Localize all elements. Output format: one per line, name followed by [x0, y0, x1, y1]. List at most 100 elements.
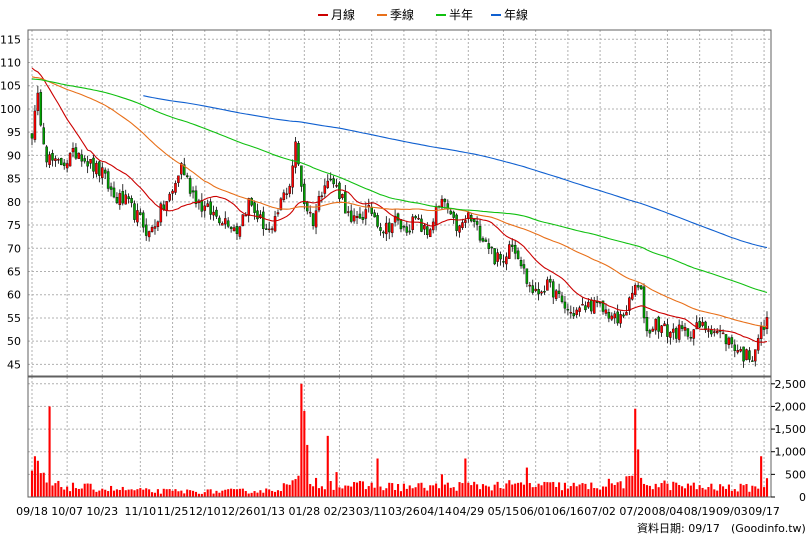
candle-body: [631, 292, 634, 300]
volume-bar: [692, 482, 695, 497]
volume-bar: [83, 483, 86, 497]
volume-bar: [379, 486, 382, 497]
volume-bar: [361, 481, 364, 497]
candle-body: [625, 312, 628, 316]
candle-body: [727, 337, 731, 346]
candle-body: [707, 330, 710, 332]
volume-bar: [145, 488, 148, 497]
volume-bar: [89, 483, 92, 497]
volume-bar: [391, 483, 394, 497]
price-tick-label: 65: [7, 266, 21, 279]
volume-bar: [493, 484, 496, 497]
price-tick-label: 70: [7, 242, 21, 255]
candle-body: [282, 192, 286, 200]
volume-bar: [628, 475, 631, 497]
volume-bar: [194, 491, 198, 497]
volume-bar: [396, 484, 400, 497]
volume-bar: [754, 486, 757, 497]
volume-bar: [552, 481, 555, 497]
candle-body: [420, 218, 423, 232]
candle-body: [153, 226, 157, 229]
price-tick-label: 45: [7, 358, 21, 371]
candle-body: [256, 210, 259, 220]
candle-body: [276, 212, 280, 215]
candle-body: [510, 244, 514, 247]
volume-bar: [619, 481, 622, 497]
volume-bar: [733, 489, 736, 497]
volume-bar: [467, 482, 470, 497]
candle-body: [218, 217, 221, 224]
candle-body: [396, 213, 400, 221]
candle-body: [478, 225, 482, 241]
date-tick-label: 05/15: [488, 505, 520, 518]
candle-body: [613, 313, 616, 319]
volume-bar: [405, 488, 408, 497]
volume-bar: [71, 482, 75, 497]
volume-bar: [189, 490, 192, 497]
candle-body: [329, 178, 332, 181]
volume-bar: [30, 470, 34, 497]
candle-body: [560, 295, 564, 303]
candle-body: [481, 238, 485, 242]
volume-bar: [148, 489, 151, 497]
date-tick-label: 10/23: [86, 505, 118, 518]
candle-body: [546, 279, 549, 291]
volume-bar: [722, 486, 725, 497]
volume-bar: [625, 476, 628, 497]
candle-body: [308, 211, 312, 214]
candle-body: [177, 175, 180, 183]
volume-bar: [473, 481, 476, 497]
volume-bar: [751, 485, 754, 497]
candle-body: [428, 229, 432, 238]
candle-body: [393, 215, 397, 223]
candle-body: [528, 284, 532, 287]
volume-bar: [420, 482, 423, 497]
candle-body: [168, 193, 171, 201]
volume-bar: [385, 488, 388, 497]
volume-panel-frame: [27, 376, 772, 498]
volume-bar: [417, 483, 420, 497]
volume-bar: [476, 484, 479, 497]
volume-bar: [74, 488, 77, 497]
volume-bar: [303, 410, 306, 497]
candle-body: [674, 327, 678, 339]
volume-bar: [279, 491, 282, 497]
volume-bar: [657, 487, 660, 497]
volume-bar: [429, 485, 432, 497]
candle-body: [472, 219, 476, 222]
volume-bar: [698, 485, 701, 497]
volume-bar: [60, 487, 63, 497]
candle-body: [68, 153, 72, 167]
candle-body: [165, 201, 168, 211]
volume-bar: [159, 493, 162, 497]
volume-bar: [168, 489, 171, 497]
volume-bar: [171, 490, 174, 497]
candle-body: [522, 264, 526, 269]
ma-quarter-line: [31, 76, 768, 328]
volume-bar: [546, 482, 549, 497]
source-credit: (Goodinfo.tw): [731, 522, 806, 535]
volume-bar: [244, 491, 247, 497]
candle-body: [534, 288, 537, 291]
candle-body: [636, 285, 640, 288]
volume-bar: [730, 490, 733, 497]
candle-body: [291, 165, 294, 188]
date-tick-label: 06/16: [552, 505, 584, 518]
candle-body: [370, 207, 373, 214]
candle-body: [250, 197, 253, 206]
candle-body: [65, 163, 69, 169]
candle-body: [657, 316, 660, 332]
candle-body: [505, 256, 508, 265]
volume-bar: [306, 444, 309, 497]
volume-bar: [443, 484, 446, 497]
volume-bar: [247, 493, 250, 497]
candle-body: [136, 210, 139, 223]
candle-body: [300, 165, 303, 187]
volume-bar: [288, 484, 291, 497]
candle-body: [259, 214, 262, 219]
candle-body: [95, 162, 98, 175]
volume-bar: [710, 483, 713, 497]
volume-bar: [124, 490, 127, 497]
volume-bar: [291, 480, 294, 497]
volume-bar: [186, 489, 189, 497]
